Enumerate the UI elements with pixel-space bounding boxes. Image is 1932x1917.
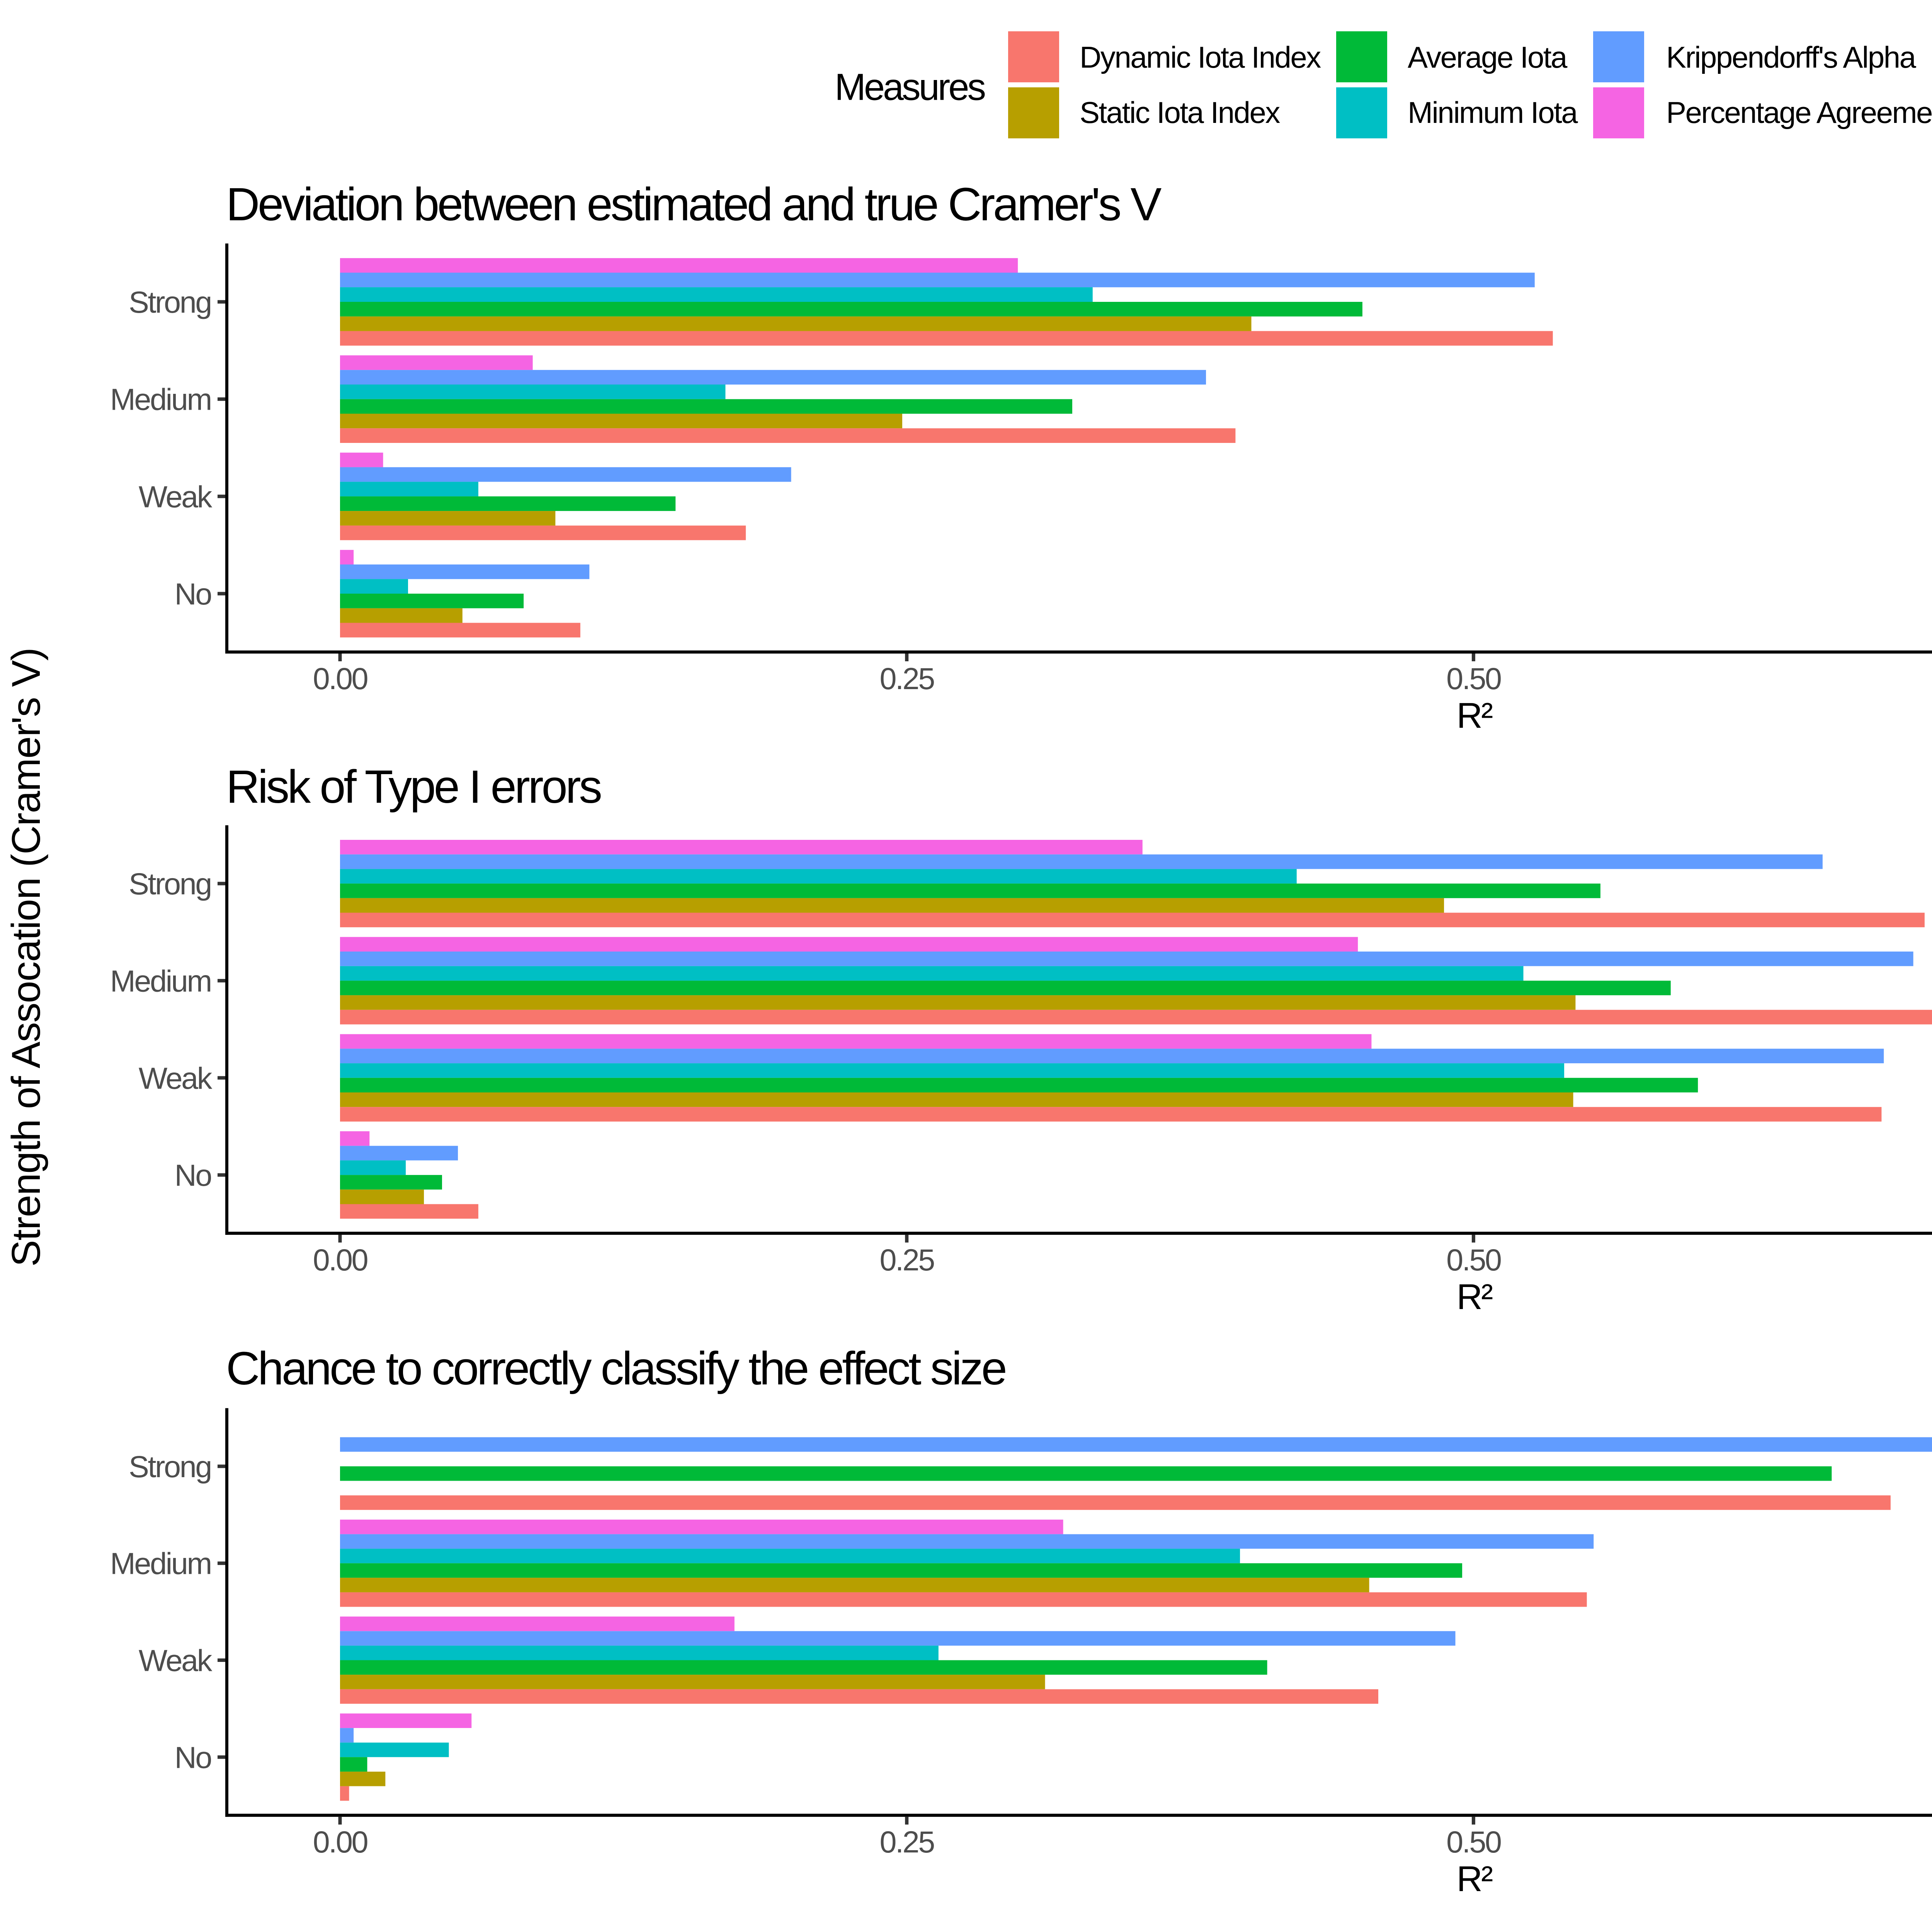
svg-text:Weak: Weak (139, 1061, 213, 1095)
svg-text:No: No (175, 1158, 211, 1192)
svg-text:Dynamic Iota Index: Dynamic Iota Index (1080, 40, 1321, 74)
svg-text:No: No (175, 577, 211, 611)
svg-text:Weak: Weak (139, 1643, 213, 1678)
svg-text:R²: R² (1457, 1859, 1493, 1899)
svg-text:R²: R² (1457, 695, 1493, 735)
svg-text:0.00: 0.00 (313, 1243, 367, 1277)
svg-text:0.50: 0.50 (1446, 1825, 1501, 1859)
svg-text:Strong: Strong (129, 867, 211, 901)
svg-text:Deviation between estimated an: Deviation between estimated and true Cra… (226, 178, 1162, 230)
svg-text:0.25: 0.25 (879, 1243, 934, 1277)
svg-text:Percentage Agreement: Percentage Agreement (1666, 95, 1932, 129)
svg-text:Weak: Weak (139, 479, 213, 514)
svg-text:Strong: Strong (129, 285, 211, 319)
svg-text:Medium: Medium (110, 1546, 211, 1581)
svg-text:Risk of Type I errors: Risk of Type I errors (226, 760, 601, 813)
svg-text:Strong: Strong (129, 1449, 211, 1484)
svg-text:0.00: 0.00 (313, 1825, 367, 1859)
svg-text:Static Iota Index: Static Iota Index (1080, 95, 1280, 129)
svg-text:0.25: 0.25 (879, 661, 934, 696)
svg-text:Strength of Assocation (Cramer: Strength of Assocation (Cramer's V) (4, 648, 49, 1267)
svg-text:Minimum Iota: Minimum Iota (1408, 95, 1578, 129)
svg-text:Average Iota: Average Iota (1408, 40, 1568, 74)
svg-text:0.50: 0.50 (1446, 661, 1501, 696)
svg-text:0.50: 0.50 (1446, 1243, 1501, 1277)
svg-text:0.00: 0.00 (313, 661, 367, 696)
svg-text:0.25: 0.25 (879, 1825, 934, 1859)
svg-text:No: No (175, 1740, 211, 1774)
svg-text:Medium: Medium (110, 382, 211, 417)
svg-text:Krippendorff's Alpha: Krippendorff's Alpha (1666, 40, 1916, 74)
svg-text:R²: R² (1457, 1277, 1493, 1317)
svg-text:Chance to correctly classify t: Chance to correctly classify the effect … (226, 1342, 1005, 1394)
svg-text:Measures: Measures (835, 66, 985, 108)
svg-text:Medium: Medium (110, 964, 211, 998)
